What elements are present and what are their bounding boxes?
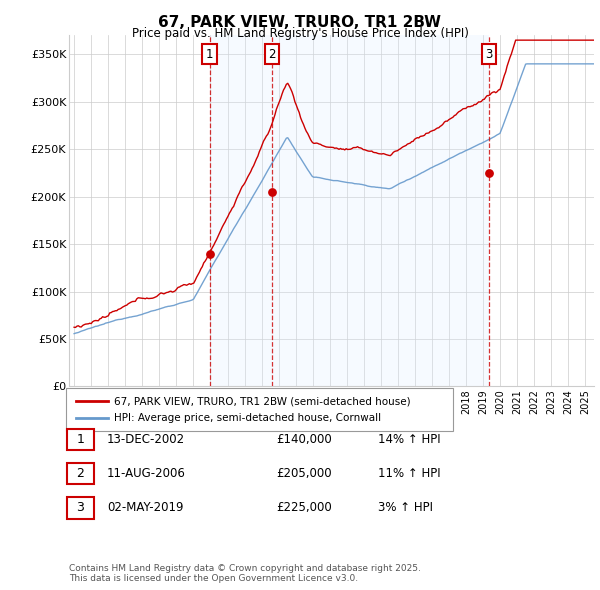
Bar: [272, 35, 489, 386]
Text: £140,000: £140,000: [276, 433, 332, 446]
Bar: [209, 35, 272, 386]
Text: HPI: Average price, semi-detached house, Cornwall: HPI: Average price, semi-detached house,…: [114, 412, 381, 422]
Text: Contains HM Land Registry data © Crown copyright and database right 2025.
This d: Contains HM Land Registry data © Crown c…: [69, 563, 421, 583]
Point: [205, 249, 214, 258]
Text: 3% ↑ HPI: 3% ↑ HPI: [378, 502, 433, 514]
Text: 3: 3: [485, 48, 493, 61]
Text: 11-AUG-2006: 11-AUG-2006: [107, 467, 185, 480]
Text: £205,000: £205,000: [276, 467, 332, 480]
Text: 67, PARK VIEW, TRURO, TR1 2BW: 67, PARK VIEW, TRURO, TR1 2BW: [158, 15, 442, 30]
Text: 13-DEC-2002: 13-DEC-2002: [107, 433, 185, 446]
Text: 2: 2: [268, 48, 276, 61]
Text: 3: 3: [76, 502, 85, 514]
Text: 1: 1: [206, 48, 214, 61]
Text: 1: 1: [76, 433, 85, 446]
Point: [267, 187, 277, 196]
Text: 2: 2: [76, 467, 85, 480]
Text: 67, PARK VIEW, TRURO, TR1 2BW (semi-detached house): 67, PARK VIEW, TRURO, TR1 2BW (semi-deta…: [114, 396, 410, 407]
Text: 14% ↑ HPI: 14% ↑ HPI: [378, 433, 440, 446]
Text: Price paid vs. HM Land Registry's House Price Index (HPI): Price paid vs. HM Land Registry's House …: [131, 27, 469, 40]
Point: [484, 168, 494, 178]
Text: £225,000: £225,000: [276, 502, 332, 514]
Text: 02-MAY-2019: 02-MAY-2019: [107, 502, 184, 514]
Text: 11% ↑ HPI: 11% ↑ HPI: [378, 467, 440, 480]
